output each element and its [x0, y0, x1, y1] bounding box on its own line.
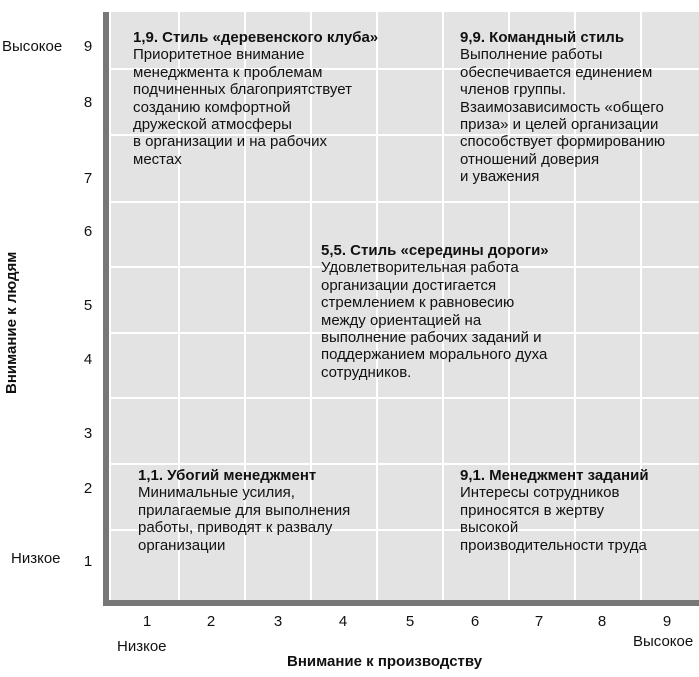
style-middle-road-title: 5,5. Стиль «середины дороги» — [321, 242, 549, 259]
horizontal-grid-lines — [111, 68, 699, 531]
x-tick-8: 8 — [597, 613, 607, 630]
style-task-title: 9,1. Менеджмент заданий — [460, 467, 649, 484]
style-middle-road-body: Удовлетворительная работа организации до… — [321, 259, 548, 381]
x-axis-high-label: Высокое — [633, 633, 694, 650]
y-tick-1: 1 — [83, 553, 93, 570]
y-tick-7: 7 — [83, 170, 93, 187]
style-country-club-body: Приоритетное внимание менеджмента к проб… — [133, 46, 352, 168]
grid-panel — [111, 12, 699, 600]
y-tick-6: 6 — [83, 223, 93, 240]
style-task-body: Интересы сотрудников приносятся в жертву… — [460, 484, 647, 554]
x-tick-9: 9 — [662, 613, 672, 630]
y-tick-3: 3 — [83, 425, 93, 442]
style-team-title: 9,9. Командный стиль — [460, 29, 625, 46]
y-axis-high-label: Высокое — [2, 38, 63, 55]
x-axis-line — [103, 600, 699, 606]
style-impoverished-title: 1,1. Убогий менеджмент — [138, 467, 317, 484]
x-axis-low-label: Низкое — [117, 638, 167, 655]
x-tick-4: 4 — [338, 613, 348, 630]
style-middle-road: 5,5. Стиль «середины дороги» Удовлетвори… — [321, 242, 549, 381]
style-team-body: Выполнение работы обеспечивается единени… — [460, 46, 666, 186]
vertical-grid-lines — [178, 12, 642, 600]
y-axis-line — [103, 12, 109, 606]
style-country-club-title: 1,9. Стиль «деревенского клуба» — [133, 29, 379, 46]
y-axis-low-label: Низкое — [11, 550, 61, 567]
y-tick-8: 8 — [83, 94, 93, 111]
y-axis-title: Внимание к людям — [3, 251, 20, 394]
y-tick-9: 9 — [83, 38, 93, 55]
style-impoverished-body: Минимальные усилия, прилагаемые для выпо… — [138, 484, 351, 554]
style-country-club: 1,9. Стиль «деревенского клуба» Приорите… — [133, 29, 378, 168]
x-tick-5: 5 — [405, 613, 415, 630]
x-tick-3: 3 — [273, 613, 283, 630]
y-tick-2: 2 — [83, 480, 93, 497]
x-tick-6: 6 — [470, 613, 480, 630]
style-team: 9,9. Командный стиль Выполнение работы о… — [460, 29, 665, 186]
x-tick-2: 2 — [206, 613, 216, 630]
style-task: 9,1. Менеджмент заданий Интересы сотрудн… — [460, 467, 649, 554]
y-tick-4: 4 — [83, 351, 93, 368]
y-tick-5: 5 — [83, 297, 93, 314]
style-impoverished: 1,1. Убогий менеджмент Минимальные усили… — [138, 467, 350, 554]
x-axis-title: Внимание к производству — [287, 653, 483, 670]
x-tick-1: 1 — [142, 613, 152, 630]
x-tick-7: 7 — [534, 613, 544, 630]
